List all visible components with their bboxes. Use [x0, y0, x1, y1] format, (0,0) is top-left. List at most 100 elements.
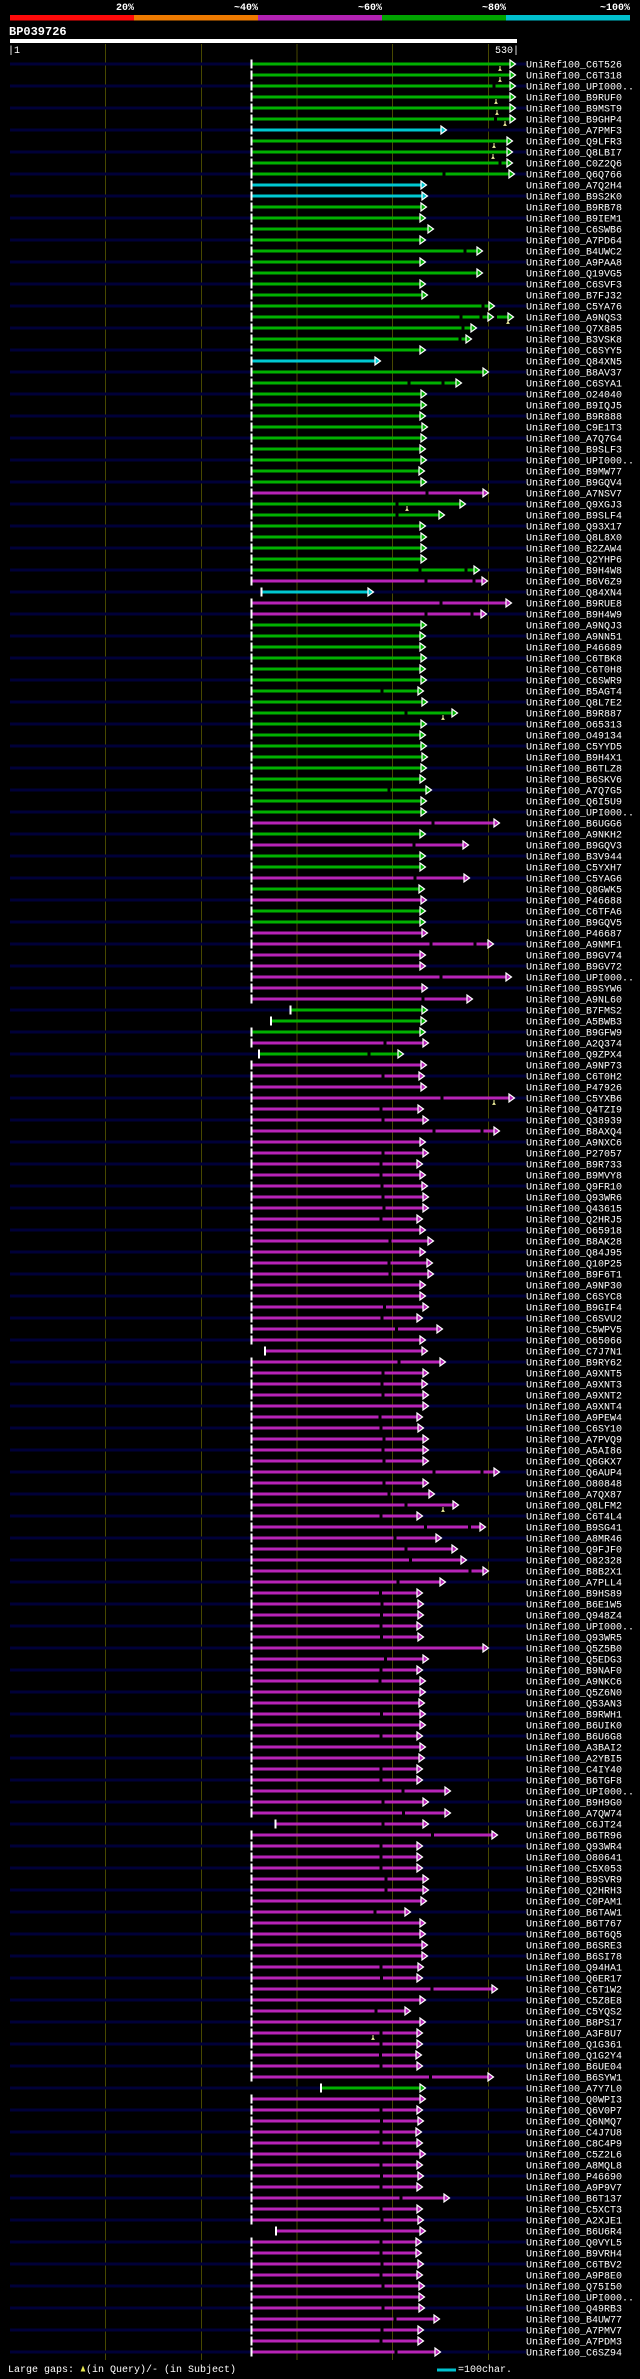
svg-text:UniRef100_A3F8U7: UniRef100_A3F8U7 [526, 2029, 622, 2041]
svg-text:UniRef100_B9SLF3: UniRef100_B9SLF3 [526, 445, 622, 457]
svg-text:UniRef100_B6T6Q5: UniRef100_B6T6Q5 [526, 1930, 622, 1942]
svg-text:UniRef100_B9H4X1: UniRef100_B9H4X1 [526, 753, 622, 765]
svg-text:UniRef100_A9NKC6: UniRef100_A9NKC6 [526, 1677, 622, 1689]
svg-text:UniRef100_C4IY40: UniRef100_C4IY40 [526, 1765, 622, 1777]
svg-text:UniRef100_B6UGG6: UniRef100_B6UGG6 [526, 819, 622, 831]
svg-text:UniRef100_Q5Z6N0: UniRef100_Q5Z6N0 [526, 1688, 622, 1700]
svg-text:UniRef100_Q8LBI7: UniRef100_Q8LBI7 [526, 148, 622, 160]
svg-text:UniRef100_B9GQV5: UniRef100_B9GQV5 [526, 918, 622, 930]
svg-text:UniRef100_B6UE04: UniRef100_B6UE04 [526, 2062, 622, 2074]
svg-text:UniRef100_A9XNT5: UniRef100_A9XNT5 [526, 1369, 622, 1381]
svg-text:UniRef100_B6T137: UniRef100_B6T137 [526, 2194, 622, 2206]
svg-text:UniRef100_A9NP30: UniRef100_A9NP30 [526, 1281, 622, 1293]
svg-text:UniRef100_O82328: UniRef100_O82328 [526, 1556, 622, 1568]
svg-text:UniRef100_B9RY62: UniRef100_B9RY62 [526, 1358, 622, 1370]
svg-text:UniRef100_Q53AN3: UniRef100_Q53AN3 [526, 1699, 622, 1711]
svg-text:UniRef100_A9P8E0: UniRef100_A9P8E0 [526, 2271, 622, 2283]
svg-text:-: - [152, 2365, 158, 2376]
svg-text:UniRef100_B9MST9: UniRef100_B9MST9 [526, 104, 622, 116]
svg-text:UniRef100_B9VRH4: UniRef100_B9VRH4 [526, 2249, 622, 2261]
svg-text:UniRef100_C5Z2L6: UniRef100_C5Z2L6 [526, 2150, 622, 2162]
svg-text:UniRef100_B6V6Z9: UniRef100_B6V6Z9 [526, 577, 622, 589]
svg-text:UniRef100_B9GFW9: UniRef100_B9GFW9 [526, 1028, 622, 1040]
svg-text:UniRef100_A2XJE1: UniRef100_A2XJE1 [526, 2216, 622, 2228]
svg-text:UniRef100_C6T4L4: UniRef100_C6T4L4 [526, 1512, 622, 1524]
svg-text:UniRef100_Q2HRH3: UniRef100_Q2HRH3 [526, 1886, 622, 1898]
svg-text:~80%: ~80% [482, 3, 506, 14]
svg-text:UniRef100_C5YA76: UniRef100_C5YA76 [526, 302, 622, 314]
svg-text:UniRef100_A9XNT2: UniRef100_A9XNT2 [526, 1391, 622, 1403]
svg-text:UniRef100_Q6NMQ7: UniRef100_Q6NMQ7 [526, 2117, 622, 2129]
svg-text:UniRef100_A9XNT3: UniRef100_A9XNT3 [526, 1380, 622, 1392]
svg-text:UniRef100_Q0WPI3: UniRef100_Q0WPI3 [526, 2095, 622, 2107]
svg-text:~60%: ~60% [358, 3, 382, 14]
svg-text:UniRef100_P46689: UniRef100_P46689 [526, 643, 622, 655]
svg-text:UniRef100_Q43615: UniRef100_Q43615 [526, 1204, 622, 1216]
svg-text:UniRef100_A7NSV7: UniRef100_A7NSV7 [526, 489, 622, 501]
svg-text:UniRef100_O65313: UniRef100_O65313 [526, 720, 622, 732]
svg-text:UniRef100_UPI000..: UniRef100_UPI000.. [526, 1787, 634, 1799]
svg-text:UniRef100_C6TBK8: UniRef100_C6TBK8 [526, 654, 622, 666]
svg-text:UniRef100_Q2YHP6: UniRef100_Q2YHP6 [526, 555, 622, 567]
svg-text:UniRef100_B9SG41: UniRef100_B9SG41 [526, 1523, 622, 1535]
svg-text:UniRef100_B8B2X1: UniRef100_B8B2X1 [526, 1567, 622, 1579]
svg-text:UniRef100_B3VSK8: UniRef100_B3VSK8 [526, 335, 622, 347]
svg-text:UniRef100_Q1G361: UniRef100_Q1G361 [526, 2040, 622, 2052]
svg-text:UniRef100_A2YBI5: UniRef100_A2YBI5 [526, 1754, 622, 1766]
svg-text:20%: 20% [116, 3, 134, 14]
svg-text:UniRef100_C0Z2Q6: UniRef100_C0Z2Q6 [526, 159, 622, 171]
svg-text:UniRef100_A8MQL8: UniRef100_A8MQL8 [526, 2161, 622, 2173]
svg-text:UniRef100_A3BAI2: UniRef100_A3BAI2 [526, 1743, 622, 1755]
svg-text:UniRef100_A9NP73: UniRef100_A9NP73 [526, 1061, 622, 1073]
svg-text:UniRef100_C0PAM1: UniRef100_C0PAM1 [526, 1897, 622, 1909]
svg-text:UniRef100_Q84XN4: UniRef100_Q84XN4 [526, 588, 622, 600]
svg-text:UniRef100_C6SYY5: UniRef100_C6SYY5 [526, 346, 622, 358]
svg-text:UniRef100_B2ZAW4: UniRef100_B2ZAW4 [526, 544, 622, 556]
svg-text:UniRef100_A7PMV7: UniRef100_A7PMV7 [526, 2326, 622, 2338]
svg-text:UniRef100_P46687: UniRef100_P46687 [526, 929, 622, 941]
svg-text:UniRef100_C5WPV5: UniRef100_C5WPV5 [526, 1325, 622, 1337]
svg-text:UniRef100_A9NL60: UniRef100_A9NL60 [526, 995, 622, 1007]
svg-text:UniRef100_B9RUE8: UniRef100_B9RUE8 [526, 599, 622, 611]
svg-text:UniRef100_B9HS89: UniRef100_B9HS89 [526, 1589, 622, 1601]
svg-text:UniRef100_O24040: UniRef100_O24040 [526, 390, 622, 402]
svg-text:UniRef100_A9P9V7: UniRef100_A9P9V7 [526, 2183, 622, 2195]
svg-text:UniRef100_Q9XGJ3: UniRef100_Q9XGJ3 [526, 500, 622, 512]
svg-text:BP039726: BP039726 [9, 25, 67, 39]
svg-text:UniRef100_B9H9G0: UniRef100_B9H9G0 [526, 1798, 622, 1810]
svg-text:UniRef100_B7FJ32: UniRef100_B7FJ32 [526, 291, 622, 303]
svg-text:UniRef100_B8AK28: UniRef100_B8AK28 [526, 1237, 622, 1249]
svg-text:UniRef100_Q93WR4: UniRef100_Q93WR4 [526, 1842, 622, 1854]
svg-text:UniRef100_B7FMS2: UniRef100_B7FMS2 [526, 1006, 622, 1018]
svg-text:UniRef100_A8MR46: UniRef100_A8MR46 [526, 1534, 622, 1546]
svg-text:UniRef100_B9GQV4: UniRef100_B9GQV4 [526, 478, 622, 490]
svg-text:UniRef100_B8PS17: UniRef100_B8PS17 [526, 2018, 622, 2030]
svg-text:UniRef100_B9GV72: UniRef100_B9GV72 [526, 962, 622, 974]
svg-text:UniRef100_B9S2K0: UniRef100_B9S2K0 [526, 192, 622, 204]
svg-text:UniRef100_B9IEM1: UniRef100_B9IEM1 [526, 214, 622, 226]
svg-text:UniRef100_C7J7N1: UniRef100_C7J7N1 [526, 1347, 622, 1359]
svg-text:UniRef100_B6UIK0: UniRef100_B6UIK0 [526, 1721, 622, 1733]
svg-text:UniRef100_B6T767: UniRef100_B6T767 [526, 1919, 622, 1931]
svg-text:UniRef100_UPI000..: UniRef100_UPI000.. [526, 1622, 634, 1634]
svg-text:UniRef100_A9NQS3: UniRef100_A9NQS3 [526, 313, 622, 325]
svg-text:UniRef100_A7PLL4: UniRef100_A7PLL4 [526, 1578, 622, 1590]
svg-text:530|: 530| [495, 45, 519, 57]
svg-text:UniRef100_A9PAA8: UniRef100_A9PAA8 [526, 258, 622, 270]
svg-text:UniRef100_Q10P25: UniRef100_Q10P25 [526, 1259, 622, 1271]
svg-text:UniRef100_B9SVR9: UniRef100_B9SVR9 [526, 1875, 622, 1887]
svg-text:UniRef100_B4UWC2: UniRef100_B4UWC2 [526, 247, 622, 259]
svg-text:UniRef100_UPI000..: UniRef100_UPI000.. [526, 82, 634, 94]
svg-text:UniRef100_Q6Q766: UniRef100_Q6Q766 [526, 170, 622, 182]
svg-text:=100char.: =100char. [458, 2364, 512, 2376]
svg-text:UniRef100_B3V944: UniRef100_B3V944 [526, 852, 622, 864]
svg-text:UniRef100_C5Z8E8: UniRef100_C5Z8E8 [526, 1996, 622, 2008]
svg-text:UniRef100_A7QX87: UniRef100_A7QX87 [526, 1490, 622, 1502]
svg-text:UniRef100_B9RUF0: UniRef100_B9RUF0 [526, 93, 622, 105]
svg-text:UniRef100_B9GHP4: UniRef100_B9GHP4 [526, 115, 622, 127]
svg-text:UniRef100_Q6I5U9: UniRef100_Q6I5U9 [526, 797, 622, 809]
svg-text:UniRef100_C5X053: UniRef100_C5X053 [526, 1864, 622, 1876]
svg-text:UniRef100_Q38939: UniRef100_Q38939 [526, 1116, 622, 1128]
svg-text:UniRef100_B9MW77: UniRef100_B9MW77 [526, 467, 622, 479]
svg-text:UniRef100_A9NXC6: UniRef100_A9NXC6 [526, 1138, 622, 1150]
